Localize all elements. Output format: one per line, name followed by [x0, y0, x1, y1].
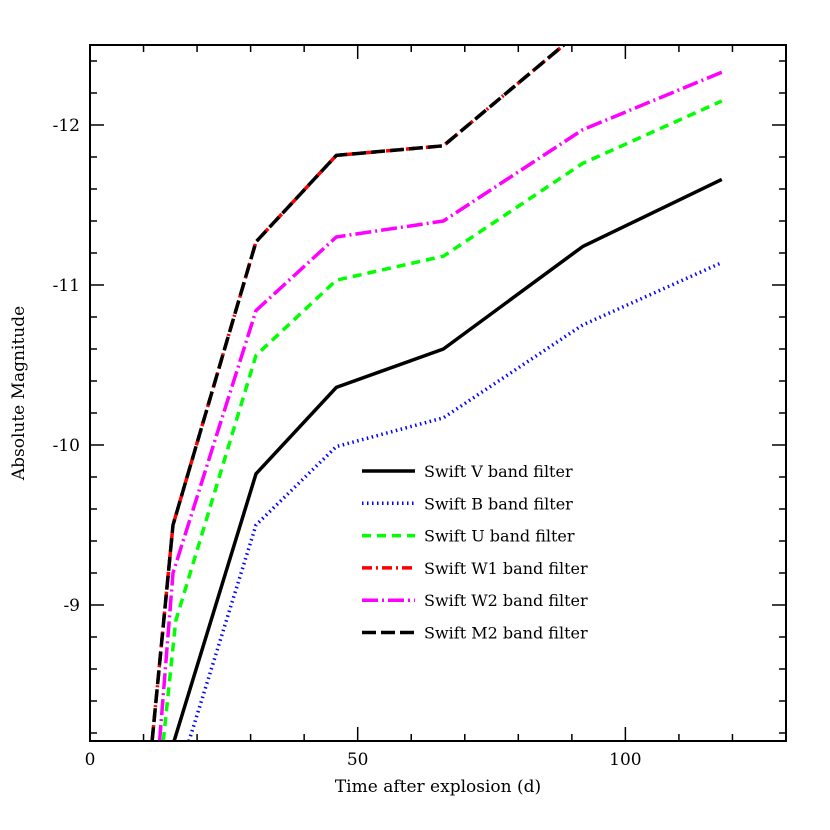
ticks-layer: 0 50 100 -9 -10 -11 -12: [53, 45, 787, 770]
legend-label: Swift W2 band filter: [424, 591, 588, 610]
legend-label: Swift U band filter: [424, 527, 575, 546]
legend-entry-5: Swift W2 band filter: [362, 591, 588, 610]
plot-frame: [89, 44, 787, 742]
series-layer: [150, 45, 723, 741]
y-axis-label: Absolute Magnitude: [9, 306, 29, 481]
legend-entry-4: Swift W1 band filter: [362, 559, 588, 578]
series-line-5: [157, 70, 723, 741]
y-tick-label: -9: [63, 596, 80, 616]
legend-entry-1: Swift V band filter: [362, 462, 573, 481]
x-tick-label: 100: [609, 750, 641, 770]
legend-entry-6: Swift M2 band filter: [362, 624, 588, 643]
legend-entry-3: Swift U band filter: [362, 527, 575, 546]
x-tick-label: 50: [347, 750, 369, 770]
series-line-1: [172, 177, 723, 741]
x-tick-label: 0: [85, 750, 96, 770]
y-tick-label: -12: [53, 116, 80, 136]
legend-entry-2: Swift B band filter: [362, 494, 573, 513]
legend: Swift V band filter Swift B band filter Sw…: [362, 462, 588, 643]
legend-label: Swift V band filter: [424, 462, 573, 481]
series-line-3: [161, 99, 723, 741]
series-line-6: [150, 45, 565, 741]
legend-label: Swift B band filter: [424, 494, 573, 513]
legend-label: Swift W1 band filter: [424, 559, 588, 578]
x-axis-label: Time after explosion (d): [335, 777, 541, 797]
y-tick-label: -11: [53, 276, 80, 296]
legend-label: Swift M2 band filter: [424, 624, 588, 643]
y-tick-label: -10: [53, 436, 80, 456]
